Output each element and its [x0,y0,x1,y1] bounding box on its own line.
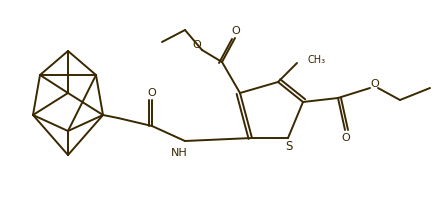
Text: O: O [342,133,350,143]
Text: O: O [370,79,379,89]
Text: O: O [193,40,201,50]
Text: NH: NH [171,148,187,158]
Text: O: O [148,88,156,98]
Text: O: O [232,26,241,36]
Text: S: S [285,140,293,153]
Text: CH₃: CH₃ [307,55,325,65]
